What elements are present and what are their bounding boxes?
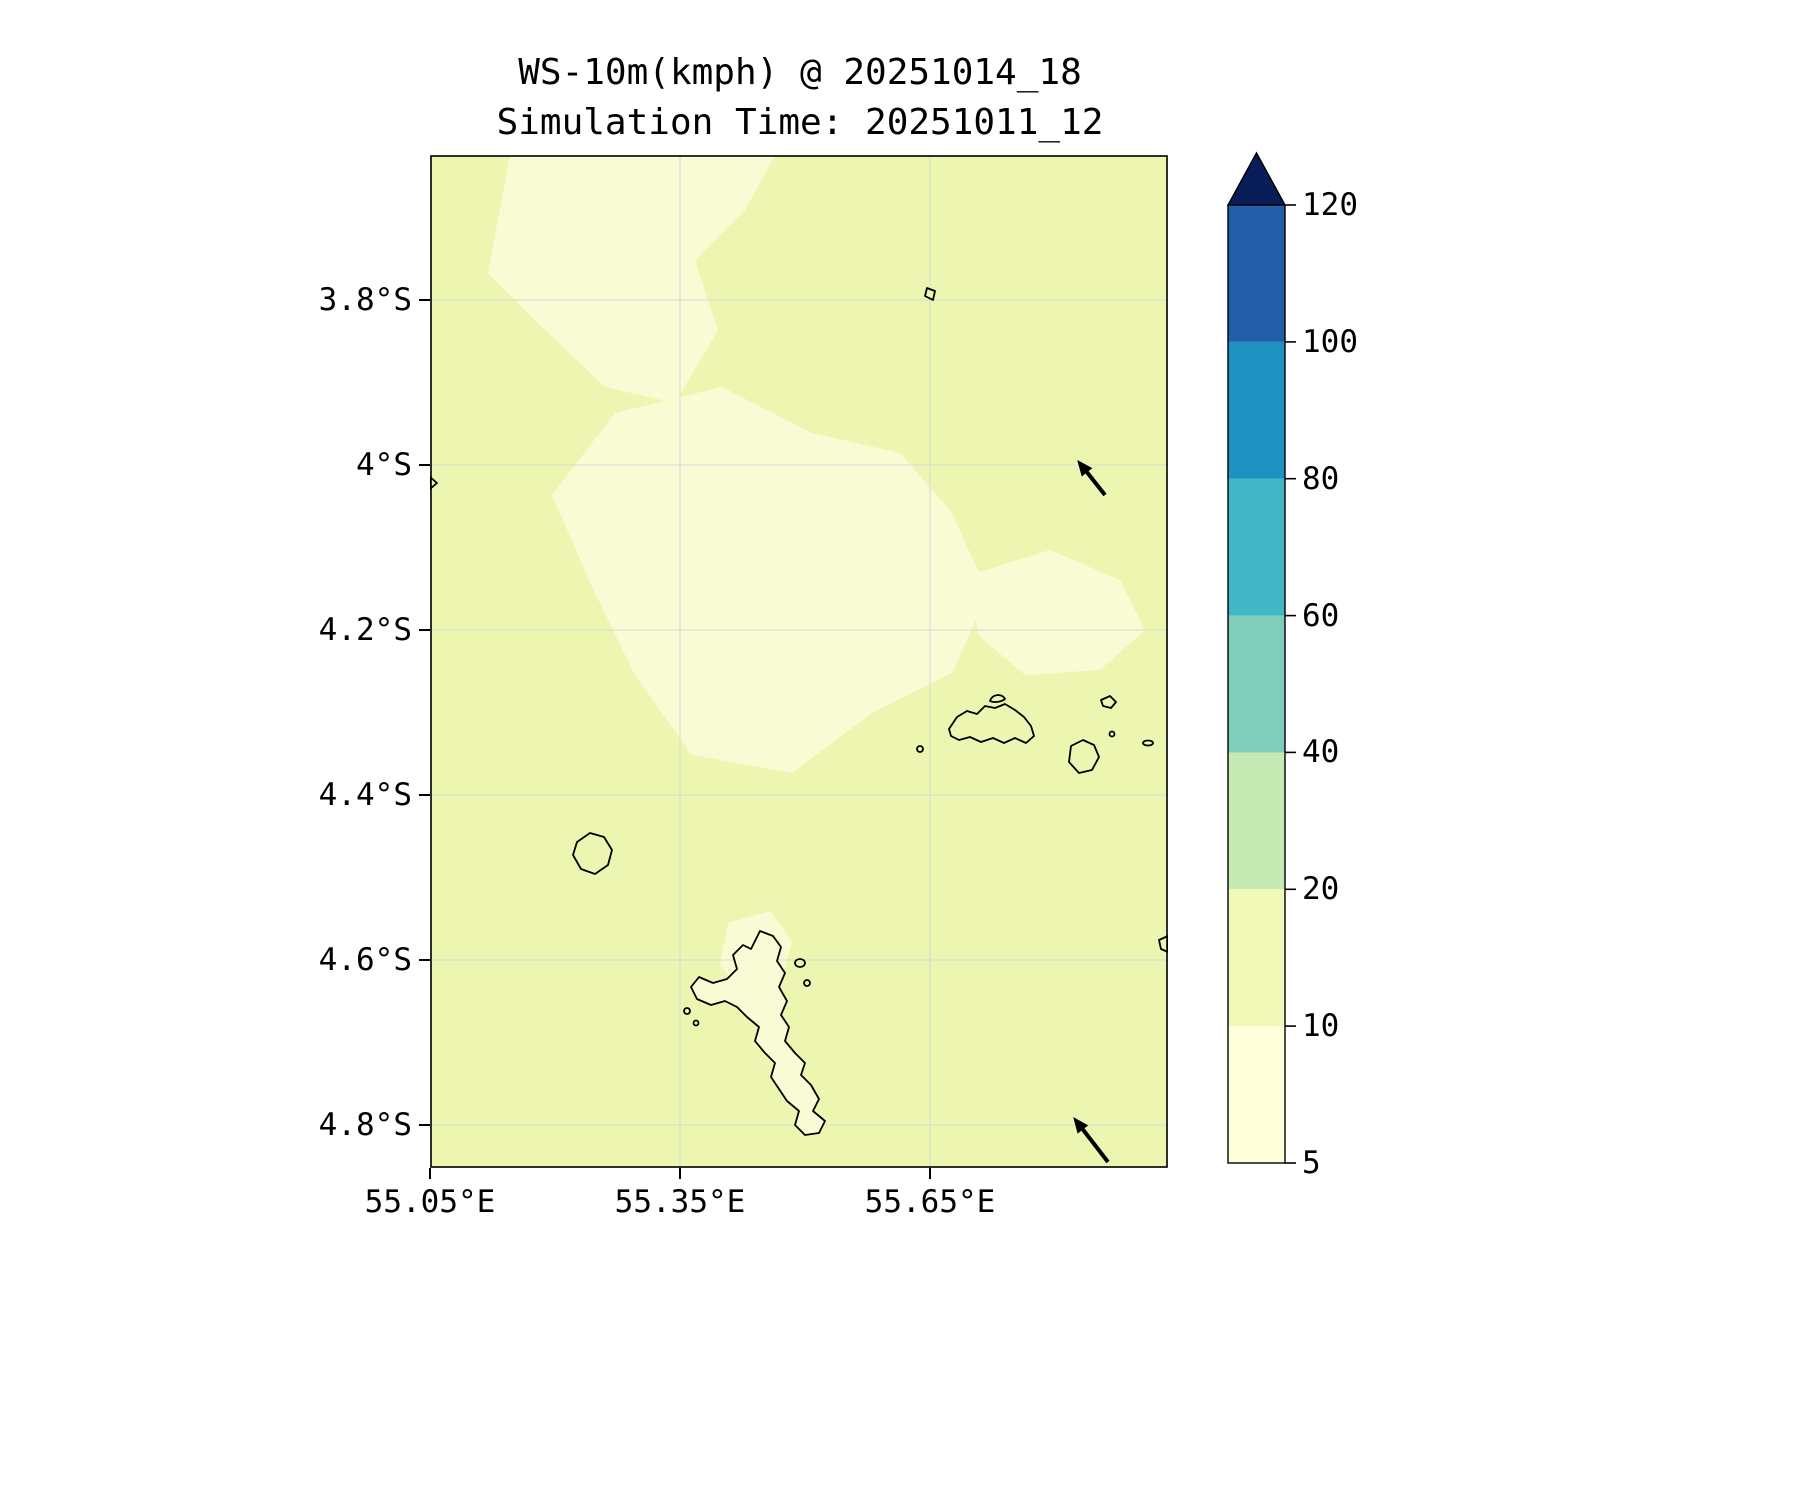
y-axis-tick [419,464,430,466]
x-axis-tick [929,1168,931,1179]
colorbar-band-5-10 [1228,1026,1285,1163]
y-axis-tick [419,794,430,796]
coastline-islet [803,979,811,987]
coastline-islet [1100,695,1117,709]
wind-arrows [1073,460,1110,1164]
graticule-grid [430,155,1168,1168]
coastline-north-island [924,287,936,301]
colorbar-tick-label: 60 [1302,598,1340,634]
coastline-curieuse [989,694,1006,703]
y-tick-label: 4.6°S [318,942,412,978]
map-plot [430,155,1168,1168]
colorbar-svg [1226,151,1296,1164]
colorbar-band-80-100 [1228,341,1285,479]
coastline-mahe [690,930,826,1136]
plot-title-line1: WS-10m(kmph) @ 20251014_18 [518,52,1082,93]
wind-arrow [1077,460,1107,497]
colorbar-band-100-120 [1228,205,1285,342]
coastlines [430,287,1168,1136]
y-tick-label: 4.2°S [318,612,412,648]
x-axis-tick [679,1168,681,1179]
map-svg [430,155,1168,1168]
coastline-praslin [948,703,1035,744]
colorbar-tick-label: 100 [1302,324,1358,360]
y-axis-tick [419,299,430,301]
colorbar-ticks [1285,204,1296,1164]
coastline-east-edge-islet [1158,935,1168,953]
colorbar-tick-label: 10 [1302,1008,1340,1044]
x-tick-label: 55.35°E [614,1184,746,1220]
coastline-islet [916,745,924,753]
colorbar-band-40-60 [1228,615,1285,753]
colorbar [1225,150,1375,1170]
x-tick-label: 55.65°E [864,1184,996,1220]
colorbar-band-10-20 [1228,889,1285,1027]
y-tick-label: 4°S [356,447,412,483]
colorbar-band-60-80 [1228,478,1285,616]
wind-arrow [1073,1116,1110,1164]
wind-field-light-patches [488,155,1145,993]
colorbar-tick-label: 120 [1302,187,1358,223]
coastline-islet [1108,730,1116,738]
plot-border [430,155,1168,1168]
plot-title-line2: Simulation Time: 20251011_12 [496,102,1104,143]
colorbar-band-20-40 [1228,752,1285,890]
plot-title: WS-10m(kmph) @ 20251014_18 Simulation Ti… [360,48,1240,148]
y-axis-tick [419,1124,430,1126]
x-tick-label: 55.05°E [364,1184,496,1220]
coastline-islet [683,1007,691,1015]
y-tick-label: 4.4°S [318,777,412,813]
colorbar-outline [1227,204,1286,1164]
x-axis-tick [429,1168,431,1179]
colorbar-tick-label: 80 [1302,461,1340,497]
y-axis-tick [419,959,430,961]
coastline-silhouette [572,832,613,875]
colorbar-tick-label: 5 [1302,1145,1321,1181]
coastline-la-digue [1068,739,1100,774]
colorbar-tick-label: 20 [1302,871,1340,907]
coastline-islet [692,1019,700,1027]
coastline-islet [794,958,806,968]
coastline-islet [1142,739,1154,747]
y-axis-tick [419,629,430,631]
colorbar-extend-max-triangle [1226,151,1287,206]
y-tick-label: 4.8°S [318,1107,412,1143]
colorbar-tick-label: 40 [1302,734,1340,770]
y-tick-label: 3.8°S [318,282,412,318]
